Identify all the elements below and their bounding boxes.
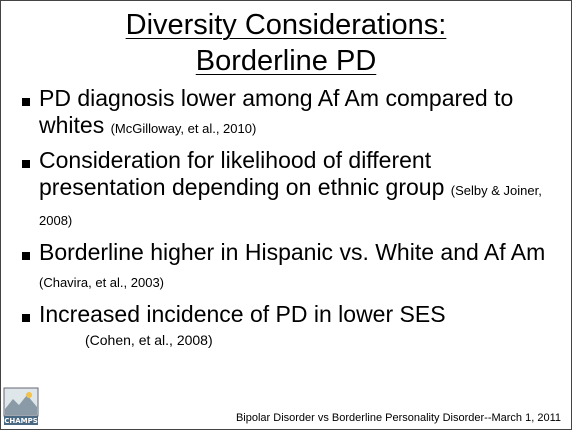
- logo-mountains: [5, 395, 37, 415]
- title-line: Diversity Considerations:: [125, 9, 447, 41]
- bullet-text: Consideration for likelihood of differen…: [39, 147, 445, 200]
- bullet: Increased incidence of PD in lower SES (…: [21, 301, 561, 348]
- title-line: Borderline PD: [195, 45, 377, 77]
- footer: Bipolar Disorder vs Borderline Personali…: [235, 412, 561, 424]
- citation: (Selby & Joiner, 2008): [39, 183, 542, 228]
- bullet: Borderline higher in Hispanic vs. White …: [21, 239, 561, 296]
- logo-band: [4, 416, 38, 425]
- citation: (McGilloway, et al., 2010): [110, 121, 257, 136]
- logo-label: CHAMPS: [4, 417, 38, 425]
- bullet-text: Borderline higher in Hispanic vs. White …: [39, 239, 546, 265]
- logo-sun: [26, 392, 32, 398]
- slide-title: Diversity Considerations: Borderline PD: [1, 7, 571, 79]
- logo: CHAMPS: [3, 387, 39, 425]
- citation: (Chavira, et al., 2003): [39, 275, 165, 290]
- bullet-text: PD diagnosis lower among Af Am compared …: [39, 85, 514, 138]
- bullet-text: Increased incidence of PD in lower SES: [39, 301, 446, 327]
- citation: (Cohen, et al., 2008): [85, 332, 213, 348]
- bullet: PD diagnosis lower among Af Am compared …: [21, 85, 561, 142]
- bullet-list: PD diagnosis lower among Af Am compared …: [21, 85, 561, 353]
- bullet: Consideration for likelihood of differen…: [21, 147, 561, 234]
